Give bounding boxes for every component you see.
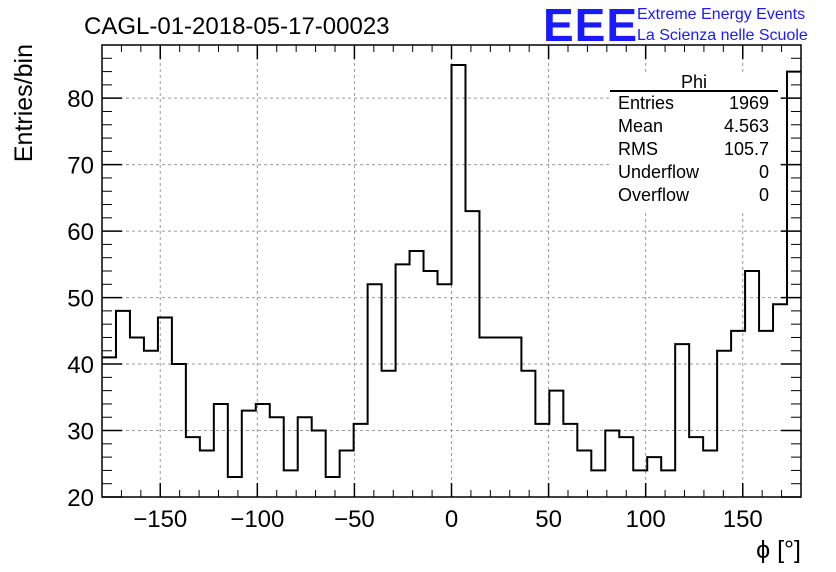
stats-value-rms: 105.7 — [724, 139, 769, 159]
histogram-bin-10 — [242, 411, 256, 497]
histogram-bin-36 — [605, 431, 619, 497]
histogram-bin-26 — [465, 211, 479, 497]
histogram-bin-30 — [521, 371, 535, 497]
histogram-bin-43 — [703, 450, 717, 497]
stats-title: Phi — [681, 72, 707, 92]
x-tick-label-4: 50 — [535, 506, 562, 533]
y-tick-label-5: 70 — [67, 153, 94, 180]
histogram-bin-8 — [214, 404, 228, 497]
histogram-bin-14 — [298, 417, 312, 497]
histogram-bin-17 — [340, 450, 354, 497]
stats-value-mean: 4.563 — [724, 116, 769, 136]
stats-value-underflow: 0 — [759, 162, 769, 182]
axis-ticks — [101, 44, 802, 498]
x-tick-label-3: 0 — [445, 506, 458, 533]
x-tick-label-2: −50 — [334, 506, 375, 533]
stats-box: Phi Entries 1969 Mean 4.563 RMS 105.7 Underflo… — [610, 72, 778, 212]
histogram-bin-18 — [354, 424, 368, 497]
histogram-bin-35 — [591, 470, 605, 497]
eee-logo-line1: Extreme Energy Events — [637, 6, 805, 23]
histogram-bin-40 — [661, 470, 675, 497]
stats-label-entries: Entries — [618, 93, 674, 113]
histogram-bin-37 — [619, 437, 633, 497]
stats-value-entries: 1969 — [729, 93, 769, 113]
x-axis-title: ϕ [°] — [756, 536, 801, 564]
stats-label-overflow: Overflow — [618, 185, 690, 205]
histogram-bin-20 — [382, 371, 396, 497]
y-tick-label-2: 40 — [67, 352, 94, 379]
histogram-bin-34 — [577, 450, 591, 497]
stats-value-overflow: 0 — [759, 185, 769, 205]
y-tick-label-4: 60 — [67, 219, 94, 246]
histogram-bin-19 — [368, 284, 382, 497]
eee-logo-line2: La Scienza nelle Scuole — [637, 27, 808, 44]
histogram-outline — [102, 63, 801, 479]
histogram-bin-29 — [507, 337, 521, 497]
stats-box-background — [610, 74, 778, 212]
x-tick-label-5: 100 — [626, 506, 666, 533]
histogram-bin-22 — [410, 251, 424, 497]
histogram-bin-32 — [549, 391, 563, 497]
histogram-bin-1 — [116, 311, 130, 497]
x-tick-label-0: −150 — [133, 506, 187, 533]
histogram-bin-13 — [284, 470, 298, 497]
histogram-bin-7 — [200, 450, 214, 497]
histogram-bin-15 — [312, 431, 326, 497]
histogram-bin-48 — [773, 304, 787, 497]
x-tick-label-6: 150 — [723, 506, 763, 533]
histogram-bin-25 — [452, 65, 466, 497]
histogram-bin-33 — [563, 424, 577, 497]
histogram-bin-46 — [745, 271, 759, 497]
stats-label-rms: RMS — [618, 139, 658, 159]
eee-logo: EEE Extreme Energy Events La Scienza nel… — [543, 0, 808, 51]
chart-title: CAGL-01-2018-05-17-00023 — [84, 13, 390, 40]
histogram-bin-0 — [102, 357, 116, 497]
histogram-bin-21 — [396, 264, 410, 497]
histogram-bin-27 — [479, 337, 493, 497]
stats-label-underflow: Underflow — [618, 162, 700, 182]
histogram-bin-3 — [144, 351, 158, 497]
y-tick-label-3: 50 — [67, 286, 94, 313]
axis-tick-labels: −150 −100 −50 0 50 100 150 20 30 40 50 60 70 80 — [67, 86, 762, 533]
histogram-bin-47 — [759, 331, 773, 497]
y-axis-title: Entries/bin — [10, 44, 38, 162]
eee-logo-mark: EEE — [543, 0, 638, 51]
histogram-bin-42 — [689, 437, 703, 497]
histogram-bin-24 — [438, 284, 452, 497]
histogram-bin-9 — [228, 477, 242, 497]
histogram-bin-31 — [535, 424, 549, 497]
histogram-bin-23 — [424, 271, 438, 497]
histogram-bin-12 — [270, 417, 284, 497]
histogram-bin-28 — [493, 337, 507, 497]
histogram-bin-16 — [326, 477, 340, 497]
x-tick-label-1: −100 — [230, 506, 284, 533]
stats-label-mean: Mean — [618, 116, 663, 136]
y-tick-label-0: 20 — [67, 485, 94, 512]
histogram-bin-6 — [186, 437, 200, 497]
y-tick-label-1: 30 — [67, 419, 94, 446]
y-tick-label-6: 80 — [67, 86, 94, 113]
histogram-bin-41 — [675, 344, 689, 497]
histogram-bin-39 — [647, 457, 661, 497]
histogram-bin-2 — [130, 337, 144, 497]
histogram-bin-5 — [172, 364, 186, 497]
histogram-bin-44 — [717, 351, 731, 497]
